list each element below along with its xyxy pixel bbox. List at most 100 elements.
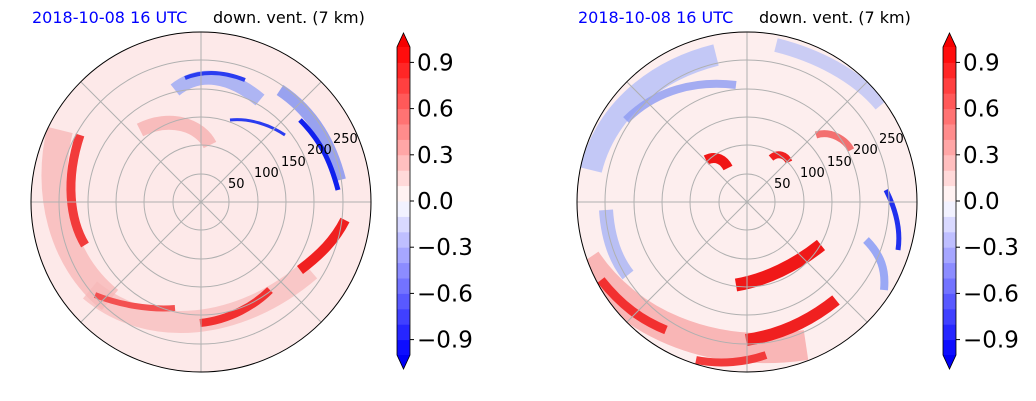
colorbar-level (943, 47, 956, 63)
azimuth-line (80, 81, 322, 323)
field-positive (136, 115, 217, 149)
colorbar-level (397, 93, 410, 110)
colorbar-tick-label: −0.9 (417, 328, 473, 354)
field-negative (580, 44, 719, 173)
range-label: 50 (774, 177, 791, 192)
colorbar: 0.9 0.6 0.3 0.0 −0.3 −0.6 −0.9 (396, 32, 473, 370)
colorbar-level (397, 339, 410, 356)
field-layer (577, 38, 902, 367)
colorbar-level (943, 124, 956, 140)
field-strong-negative (184, 71, 246, 82)
colorbar-level (943, 108, 956, 125)
field-strong-positive (53, 337, 96, 361)
colorbar-tick-label: −0.6 (963, 281, 1019, 307)
colorbar-level (397, 308, 410, 325)
polar-plot: 50 100 150 200 250 0.9 0.6 0.3 0.0 −0.3 −0.6 −… (30, 31, 473, 373)
field-strong-positive (93, 292, 176, 312)
colorbar-level (943, 139, 956, 156)
colorbar-level (397, 108, 410, 125)
colorbar-level (943, 247, 956, 264)
colorbar-level (943, 170, 956, 187)
colorbar-level (943, 77, 956, 94)
colorbar-level (397, 139, 410, 156)
range-label: 100 (254, 166, 279, 181)
azimuth-line (626, 81, 868, 323)
field-strong-positive (734, 239, 826, 292)
colorbar-level (397, 47, 410, 63)
field-strong-negative (229, 118, 286, 137)
polar-outline (30, 31, 372, 373)
colorbar-outline (942, 32, 957, 370)
colorbar-extend-max (397, 33, 410, 47)
colorbar-extend-min (943, 355, 956, 369)
colorbar-level (397, 124, 410, 140)
colorbar-tick-label: −0.3 (417, 235, 473, 261)
range-label: 200 (307, 143, 332, 158)
field-positive (814, 130, 855, 152)
range-labels: 50 100 150 200 250 (228, 132, 358, 192)
colorbar-tick-label: 0.0 (963, 189, 1000, 215)
field-negative (170, 70, 265, 106)
field-strong-positive (597, 277, 668, 335)
colorbar-level (397, 231, 410, 248)
polar-grid (31, 32, 371, 372)
colorbar-tick-label: −0.3 (963, 235, 1019, 261)
field-positive (82, 261, 318, 333)
range-label: 100 (800, 166, 825, 181)
colorbar-level (943, 308, 956, 325)
colorbar-tick-label: 0.6 (417, 97, 454, 123)
colorbar-level (397, 154, 410, 171)
colorbar-level (943, 216, 956, 233)
colorbar-tick-label: 0.0 (417, 189, 454, 215)
range-labels: 50 100 150 200 250 (774, 132, 904, 192)
colorbar-level (943, 93, 956, 110)
colorbar-level (397, 170, 410, 187)
field-strong-positive (296, 217, 350, 274)
colorbar-level (943, 62, 956, 79)
colorbar-level (397, 293, 410, 310)
field-negative (623, 79, 737, 123)
chart-panel-left: 2018-10-08 16 UTC down. vent. (7 km) (0, 0, 500, 401)
colorbar-level (943, 278, 956, 294)
polar-plot: 50 100 150 200 250 0.9 0.6 0.3 0.0 −0.3 −0.6 −… (576, 31, 1019, 373)
field-strong-positive (703, 153, 733, 171)
colorbar-level (397, 324, 410, 341)
field-negative (599, 209, 634, 280)
chart-panel-right: 2018-10-08 16 UTC down. vent. (7 km) (546, 0, 1036, 401)
colorbar-level (943, 324, 956, 341)
colorbar-tick-label: −0.9 (963, 328, 1019, 354)
colorbar-tick-label: −0.6 (417, 281, 473, 307)
colorbar-outline (396, 32, 411, 370)
range-label: 50 (228, 177, 245, 192)
chart-title-date: 2018-10-08 16 UTC (32, 8, 188, 27)
colorbar-level (397, 62, 410, 79)
range-label: 150 (281, 155, 306, 170)
chart-title: down. vent. (7 km) (759, 8, 911, 27)
colorbar-level (397, 278, 410, 294)
colorbar-level (943, 154, 956, 171)
colorbar-level (943, 293, 956, 310)
polar-outline (576, 31, 918, 373)
colorbar-level (943, 201, 956, 217)
colorbar-tick-label: 0.3 (963, 143, 1000, 169)
range-label: 200 (853, 143, 878, 158)
field-negative (276, 85, 346, 182)
colorbar-level (397, 185, 410, 202)
range-label: 150 (827, 155, 852, 170)
range-label: 250 (333, 132, 358, 147)
colorbar-tick-label: 0.6 (963, 97, 1000, 123)
field-negative (863, 237, 889, 291)
colorbar-level (397, 77, 410, 94)
range-label: 250 (879, 132, 904, 147)
colorbar: 0.9 0.6 0.3 0.0 −0.3 −0.6 −0.9 (942, 32, 1019, 370)
polar-grid (577, 32, 917, 372)
colorbar-extend-min (397, 355, 410, 369)
field-strong-positive (199, 287, 273, 327)
chart-title: down. vent. (7 km) (213, 8, 365, 27)
colorbar-level (943, 262, 956, 279)
colorbar-tick-label: 0.9 (417, 50, 454, 76)
colorbar-level (943, 339, 956, 356)
chart-title-date: 2018-10-08 16 UTC (578, 8, 734, 27)
colorbar-level (397, 262, 410, 279)
field-negative (774, 38, 887, 110)
